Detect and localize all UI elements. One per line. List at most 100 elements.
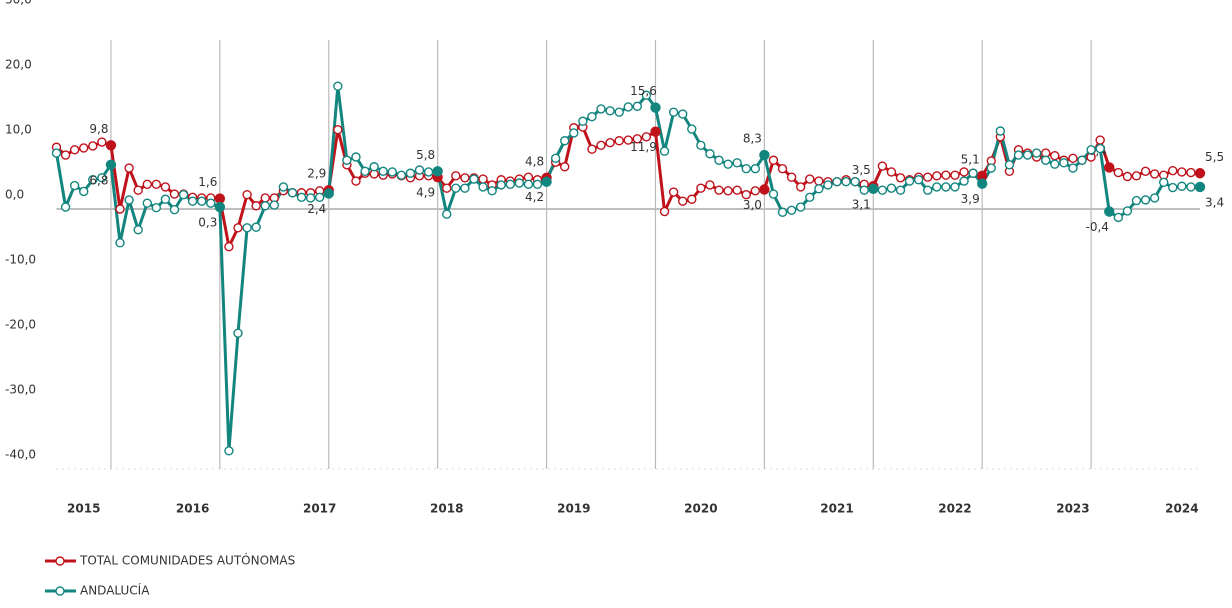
point bbox=[659, 206, 670, 217]
point bbox=[169, 189, 180, 199]
point bbox=[741, 189, 751, 200]
point bbox=[1050, 159, 1060, 169]
data-label: -0,4 bbox=[1086, 220, 1109, 234]
point bbox=[714, 185, 724, 195]
point bbox=[442, 209, 452, 219]
point bbox=[1131, 195, 1142, 206]
point bbox=[1022, 150, 1033, 160]
data-label: 3,5 bbox=[852, 163, 871, 177]
point bbox=[1013, 150, 1024, 160]
point bbox=[1186, 167, 1196, 178]
point bbox=[514, 178, 525, 188]
point bbox=[1104, 162, 1115, 173]
point bbox=[333, 124, 343, 135]
point bbox=[1104, 206, 1115, 217]
point bbox=[823, 180, 833, 190]
data-label: 0,3 bbox=[198, 216, 217, 230]
point bbox=[1050, 150, 1060, 161]
data-label: 15,6 bbox=[630, 84, 657, 98]
point bbox=[423, 167, 434, 177]
point bbox=[995, 126, 1006, 136]
point bbox=[469, 174, 479, 184]
point bbox=[79, 143, 89, 153]
point bbox=[1004, 160, 1015, 170]
data-label: 3,0 bbox=[743, 198, 762, 212]
point bbox=[460, 183, 470, 193]
point bbox=[1158, 177, 1169, 188]
data-label: 5,5 bbox=[1205, 150, 1224, 164]
point bbox=[696, 183, 706, 193]
point bbox=[351, 176, 361, 186]
data-label: 8,3 bbox=[743, 132, 762, 146]
point bbox=[242, 189, 252, 200]
point bbox=[60, 150, 71, 160]
data-label: 3,9 bbox=[961, 192, 980, 206]
point bbox=[913, 175, 924, 185]
point bbox=[378, 166, 388, 177]
point bbox=[904, 176, 915, 186]
point bbox=[777, 163, 788, 174]
point bbox=[714, 155, 724, 165]
point bbox=[768, 155, 779, 165]
point bbox=[1140, 195, 1151, 205]
point bbox=[895, 185, 906, 195]
point bbox=[1077, 155, 1087, 165]
data-label: 2,9 bbox=[307, 167, 326, 181]
series-line bbox=[55, 125, 1201, 249]
point bbox=[968, 168, 978, 178]
point bbox=[224, 241, 234, 252]
point bbox=[569, 128, 579, 138]
point bbox=[605, 137, 615, 148]
point bbox=[1031, 148, 1042, 158]
point bbox=[60, 202, 71, 212]
point bbox=[560, 136, 570, 146]
point bbox=[1149, 169, 1160, 179]
point bbox=[1194, 168, 1206, 179]
data-label: 9,8 bbox=[89, 122, 108, 136]
point bbox=[750, 163, 761, 174]
point bbox=[959, 167, 969, 177]
point bbox=[632, 134, 643, 144]
point bbox=[97, 173, 107, 183]
point bbox=[1177, 181, 1187, 191]
point bbox=[1122, 171, 1133, 182]
point bbox=[541, 176, 552, 187]
point bbox=[668, 107, 679, 117]
point bbox=[105, 159, 117, 171]
point bbox=[1041, 155, 1051, 165]
point bbox=[596, 104, 606, 114]
y-tick-label: 20,0 bbox=[5, 58, 32, 72]
point bbox=[705, 149, 715, 159]
point bbox=[160, 194, 171, 204]
point bbox=[732, 158, 742, 168]
point bbox=[487, 186, 497, 196]
point bbox=[859, 185, 869, 195]
point bbox=[532, 179, 543, 190]
y-tick-label: -40,0 bbox=[5, 448, 36, 462]
point bbox=[805, 192, 815, 203]
point bbox=[369, 162, 379, 172]
point bbox=[632, 101, 643, 112]
point bbox=[206, 198, 216, 208]
point bbox=[88, 175, 98, 185]
data-label: 5,1 bbox=[961, 152, 980, 166]
data-label: 4,2 bbox=[525, 190, 544, 204]
point bbox=[260, 201, 270, 211]
point bbox=[650, 126, 661, 137]
point bbox=[605, 106, 615, 116]
point bbox=[97, 137, 107, 147]
point bbox=[151, 179, 162, 190]
point bbox=[841, 176, 851, 187]
point bbox=[269, 200, 280, 210]
point bbox=[351, 152, 361, 162]
point bbox=[115, 238, 125, 248]
point bbox=[69, 180, 80, 191]
point bbox=[287, 188, 298, 198]
point bbox=[650, 102, 661, 113]
point bbox=[678, 196, 688, 206]
point bbox=[932, 171, 942, 181]
point bbox=[923, 172, 933, 182]
legend-label: ANDALUCÍA bbox=[80, 583, 150, 598]
point bbox=[687, 194, 697, 204]
data-label: 1,6 bbox=[198, 175, 217, 189]
